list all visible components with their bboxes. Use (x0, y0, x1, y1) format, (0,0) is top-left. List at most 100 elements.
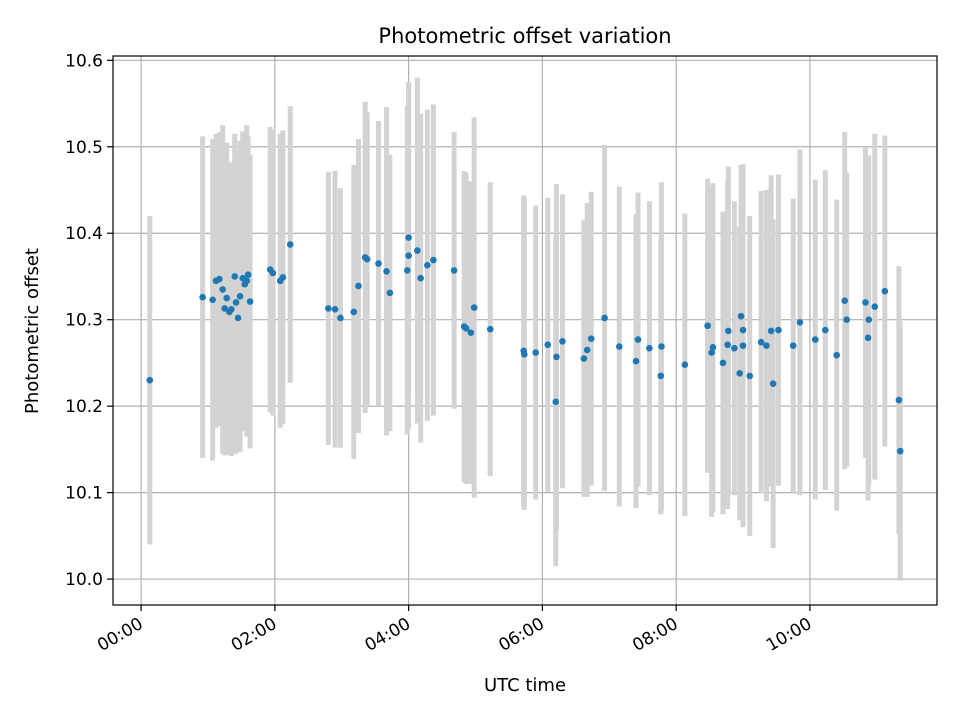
data-point (223, 294, 231, 302)
data-point (775, 326, 782, 334)
data-point (841, 297, 849, 304)
data-point (350, 308, 358, 316)
data-point (405, 234, 412, 241)
data-point (414, 247, 421, 254)
data-point (634, 336, 642, 343)
data-point (822, 326, 829, 334)
data-point (881, 287, 889, 295)
data-point (681, 361, 689, 368)
data-point (737, 312, 745, 320)
data-point (403, 267, 411, 274)
data-point (769, 380, 777, 387)
data-point (724, 341, 731, 349)
data-point (467, 329, 475, 336)
data-point (383, 267, 390, 275)
data-point (871, 303, 879, 311)
data-point (553, 353, 560, 361)
data-point (646, 344, 653, 352)
data-point (865, 316, 873, 323)
data-point (739, 342, 747, 349)
data-point (269, 269, 277, 277)
data-point (746, 372, 754, 380)
data-point (763, 342, 770, 349)
data-point (232, 299, 240, 306)
data-point (789, 342, 797, 349)
data-point (337, 314, 344, 322)
y-tick-label: 10.1 (65, 484, 103, 504)
y-tick-label: 10.4 (65, 224, 103, 244)
data-point (231, 273, 239, 280)
data-point (587, 335, 595, 343)
data-point (325, 305, 332, 312)
data-point (279, 274, 287, 281)
data-point (601, 314, 608, 322)
y-tick-label: 10.2 (65, 397, 103, 417)
data-point (450, 267, 458, 274)
data-point (424, 261, 431, 269)
data-point (658, 343, 665, 350)
data-point (355, 282, 362, 290)
data-point (583, 346, 591, 354)
data-point (244, 271, 252, 279)
data-point (719, 359, 727, 367)
x-axis-label: UTC time (484, 675, 566, 696)
data-point (209, 296, 216, 304)
data-point (375, 260, 382, 267)
data-point (286, 241, 294, 248)
data-point (862, 299, 869, 306)
data-point (228, 306, 235, 313)
y-axis: 10.0 10.1 10.2 10.3 10.4 10.5 10.6 (65, 51, 113, 590)
data-point (811, 336, 819, 343)
data-point (521, 350, 528, 358)
data-point (246, 298, 254, 305)
data-point (430, 256, 437, 264)
data-point (199, 293, 206, 301)
data-point (462, 325, 470, 332)
data-point (767, 327, 775, 335)
y-tick-label: 10.6 (65, 51, 103, 71)
data-point (632, 357, 640, 365)
data-point (580, 355, 588, 362)
data-point (386, 289, 394, 297)
y-axis-label: Photometric offset (22, 248, 43, 414)
data-point (864, 334, 872, 342)
data-point (739, 326, 747, 334)
data-point (704, 322, 711, 330)
data-point (896, 447, 904, 455)
data-point (236, 293, 244, 300)
data-point (363, 255, 371, 263)
data-point (470, 304, 478, 311)
data-point (417, 274, 424, 282)
data-point (796, 318, 804, 326)
data-point (843, 316, 851, 323)
data-point (486, 325, 494, 333)
y-tick-label: 10.3 (65, 311, 103, 331)
data-point (731, 344, 738, 352)
data-point (331, 306, 339, 313)
chart-title: Photometric offset variation (378, 24, 671, 48)
data-point (219, 286, 226, 293)
plot-frame (112, 55, 938, 606)
data-point (725, 327, 732, 335)
data-point (757, 338, 765, 346)
data-point (833, 351, 840, 359)
data-point (234, 314, 242, 322)
data-point (736, 369, 743, 377)
y-tick-label: 10.5 (65, 138, 103, 158)
data-point (544, 341, 552, 349)
data-point (616, 343, 623, 350)
data-point (559, 338, 566, 345)
data-point (657, 372, 665, 380)
data-point (552, 398, 560, 406)
data-point (895, 396, 903, 404)
data-point (243, 277, 251, 285)
data-point (146, 376, 154, 384)
data-point (709, 344, 717, 351)
data-point (216, 275, 223, 283)
data-points (146, 234, 904, 455)
data-point (221, 305, 228, 312)
y-tick-label: 10.0 (65, 570, 103, 590)
data-point (708, 349, 715, 356)
data-point (532, 349, 540, 356)
